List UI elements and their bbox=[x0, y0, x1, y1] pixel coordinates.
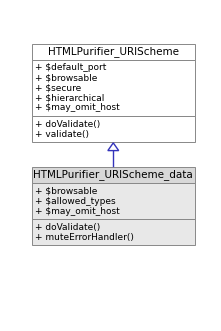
Bar bbox=[32, 60, 195, 116]
Text: + $browsable: + $browsable bbox=[35, 73, 98, 82]
Text: HTMLPurifier_URIScheme: HTMLPurifier_URIScheme bbox=[48, 46, 179, 57]
Bar bbox=[32, 219, 195, 245]
Text: + $may_omit_host: + $may_omit_host bbox=[35, 103, 120, 112]
Text: + doValidate(): + doValidate() bbox=[35, 119, 101, 128]
Text: HTMLPurifier_URIScheme_data: HTMLPurifier_URIScheme_data bbox=[33, 169, 193, 180]
Text: + $default_port: + $default_port bbox=[35, 63, 107, 72]
Text: + $hierarchical: + $hierarchical bbox=[35, 93, 105, 102]
Text: + $may_omit_host: + $may_omit_host bbox=[35, 207, 120, 215]
Bar bbox=[32, 44, 195, 60]
Text: + doValidate(): + doValidate() bbox=[35, 223, 101, 232]
Bar bbox=[32, 167, 195, 183]
Text: + $allowed_types: + $allowed_types bbox=[35, 197, 116, 206]
Text: + $secure: + $secure bbox=[35, 83, 82, 92]
Bar bbox=[32, 116, 195, 142]
Text: + $browsable: + $browsable bbox=[35, 187, 98, 196]
Text: + validate(): + validate() bbox=[35, 129, 89, 139]
Text: + muteErrorHandler(): + muteErrorHandler() bbox=[35, 233, 134, 242]
Polygon shape bbox=[108, 143, 119, 151]
Bar bbox=[32, 183, 195, 219]
